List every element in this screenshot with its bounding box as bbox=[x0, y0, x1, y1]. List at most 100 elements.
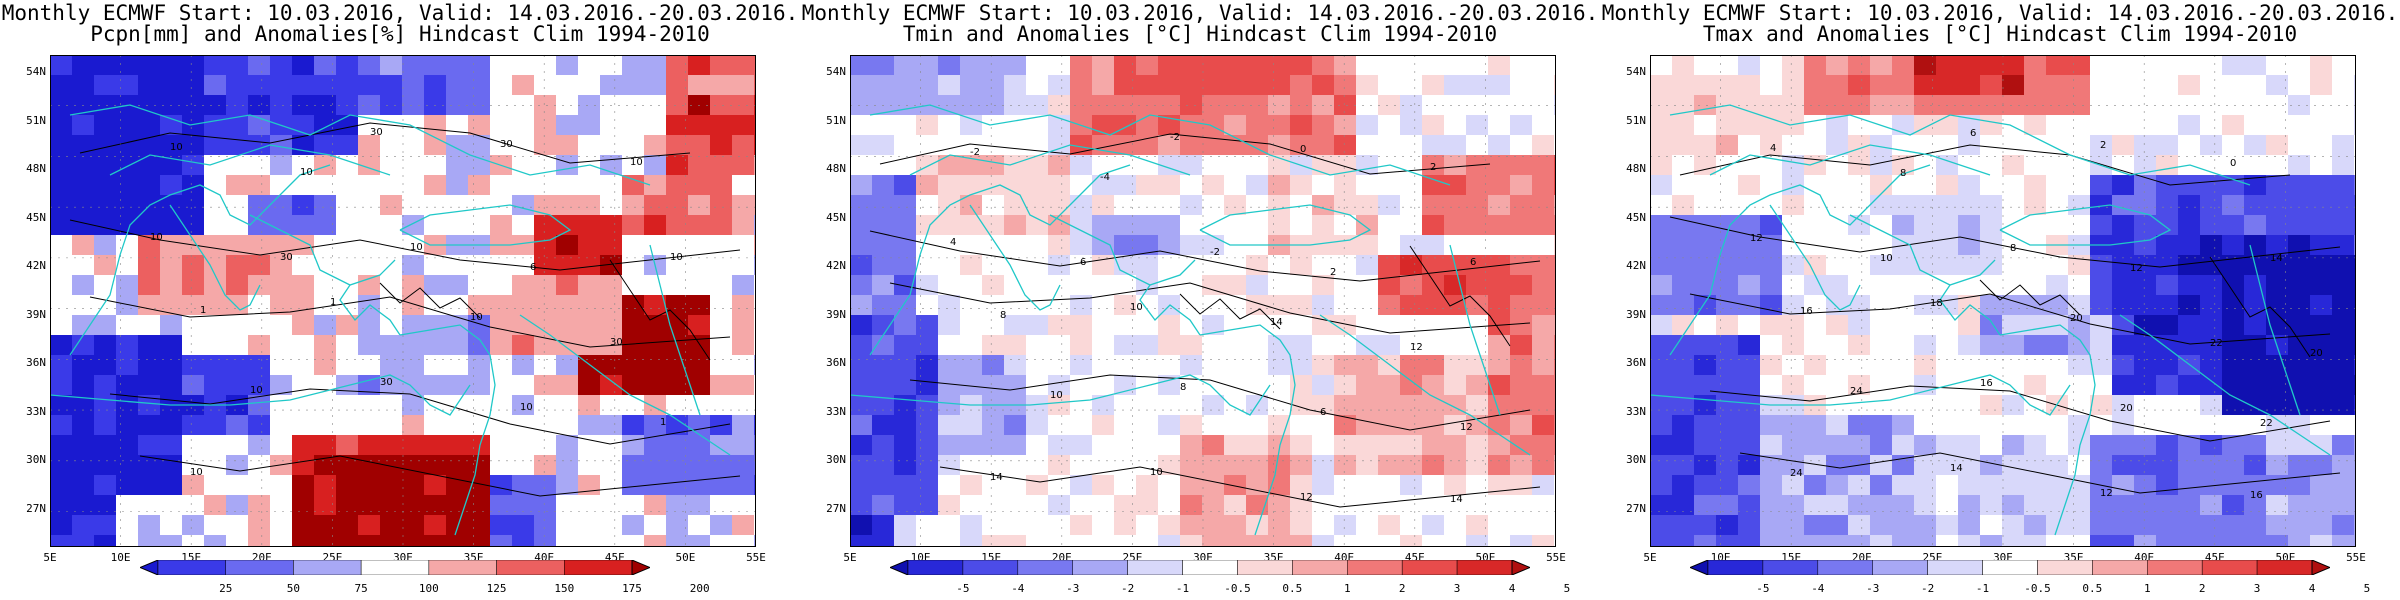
latitude-label: 30N bbox=[26, 453, 46, 466]
anomaly-cell bbox=[982, 435, 1005, 456]
anomaly-cell bbox=[850, 255, 873, 276]
anomaly-cell bbox=[446, 535, 469, 547]
anomaly-cell bbox=[2332, 255, 2355, 276]
anomaly-cell bbox=[1290, 535, 1313, 547]
anomaly-cell bbox=[2156, 375, 2179, 396]
anomaly-cell bbox=[490, 255, 513, 276]
anomaly-cell bbox=[1268, 135, 1291, 156]
contour-label: 30 bbox=[370, 127, 383, 138]
anomaly-cell bbox=[424, 255, 447, 276]
colorbar-swatch bbox=[1182, 559, 1238, 576]
anomaly-cell bbox=[292, 495, 315, 516]
coastline bbox=[909, 144, 1191, 176]
anomaly-cell bbox=[600, 415, 623, 436]
anomaly-cell bbox=[204, 275, 227, 296]
anomaly-cell bbox=[1782, 315, 1805, 336]
anomaly-cell bbox=[2068, 135, 2091, 156]
anomaly-cell bbox=[2046, 495, 2069, 516]
anomaly-cell bbox=[1870, 215, 1893, 236]
anomaly-cell bbox=[850, 415, 873, 436]
anomaly-cell bbox=[1026, 495, 1049, 516]
anomaly-cell bbox=[1378, 195, 1401, 216]
anomaly-cell bbox=[1958, 75, 1981, 96]
anomaly-cell bbox=[402, 275, 425, 296]
anomaly-cell bbox=[1180, 495, 1203, 516]
anomaly-cell bbox=[1914, 335, 1937, 356]
anomaly-cell bbox=[2200, 415, 2223, 436]
anomaly-cell bbox=[1694, 235, 1717, 256]
anomaly-cell bbox=[402, 435, 425, 456]
anomaly-cell bbox=[314, 395, 337, 416]
anomaly-cell bbox=[666, 395, 689, 416]
anomaly-cell bbox=[512, 375, 535, 396]
anomaly-cell bbox=[1892, 135, 1915, 156]
anomaly-cell bbox=[556, 195, 579, 216]
anomaly-cell bbox=[1334, 135, 1357, 156]
anomaly-cell bbox=[1378, 395, 1401, 416]
anomaly-cell bbox=[2046, 115, 2069, 136]
anomaly-cell bbox=[424, 295, 447, 316]
anomaly-cell bbox=[512, 255, 535, 276]
anomaly-cell bbox=[1488, 395, 1511, 416]
anomaly-cell bbox=[160, 235, 183, 256]
anomaly-cell bbox=[2178, 175, 2201, 196]
anomaly-cell bbox=[600, 175, 623, 196]
anomaly-cell bbox=[1378, 95, 1401, 116]
colorbar-swatch bbox=[1401, 559, 1458, 576]
anomaly-cell bbox=[1158, 415, 1181, 436]
anomaly-cell bbox=[1738, 215, 1761, 236]
anomaly-cell bbox=[2244, 295, 2267, 316]
anomaly-cell bbox=[292, 155, 315, 176]
anomaly-cell bbox=[2222, 215, 2245, 236]
contour-line bbox=[379, 282, 481, 319]
anomaly-cell bbox=[2156, 455, 2179, 476]
anomaly-cell bbox=[1958, 55, 1981, 76]
anomaly-cell bbox=[512, 415, 535, 436]
anomaly-cell bbox=[1268, 295, 1291, 316]
anomaly-cell bbox=[2068, 395, 2091, 416]
anomaly-cell bbox=[534, 515, 557, 536]
anomaly-cell bbox=[2112, 175, 2135, 196]
anomaly-cell bbox=[2024, 255, 2047, 276]
anomaly-cell bbox=[1892, 95, 1915, 116]
latitude-label: 36N bbox=[1626, 356, 1646, 369]
colorbar-label: 1 bbox=[1343, 582, 1351, 595]
anomaly-cell bbox=[894, 415, 917, 436]
anomaly-cell bbox=[1782, 75, 1805, 96]
anomaly-cell bbox=[688, 515, 711, 536]
anomaly-cell bbox=[1980, 495, 2003, 516]
anomaly-cell bbox=[1914, 235, 1937, 256]
coastline bbox=[1669, 104, 2251, 186]
anomaly-cell bbox=[1334, 355, 1357, 376]
anomaly-cell bbox=[938, 55, 961, 76]
anomaly-cell bbox=[1070, 335, 1093, 356]
anomaly-cell bbox=[622, 275, 645, 296]
anomaly-cell bbox=[226, 195, 249, 216]
anomaly-cell bbox=[872, 255, 895, 276]
anomaly-cell bbox=[666, 375, 689, 396]
anomaly-cell bbox=[534, 295, 557, 316]
anomaly-cell bbox=[468, 175, 491, 196]
contour-label: -2 bbox=[970, 147, 980, 158]
colorbar-label: 5 bbox=[1563, 582, 1571, 595]
anomaly-cell bbox=[1004, 55, 1027, 76]
anomaly-cell bbox=[1804, 275, 1827, 296]
anomaly-cell bbox=[2178, 255, 2201, 276]
anomaly-cell bbox=[116, 215, 139, 236]
anomaly-cell bbox=[1026, 235, 1049, 256]
anomaly-cell bbox=[270, 75, 293, 96]
anomaly-cell bbox=[1826, 535, 1849, 547]
anomaly-cell bbox=[1158, 475, 1181, 496]
anomaly-cell bbox=[424, 215, 447, 236]
anomaly-cell bbox=[578, 495, 601, 516]
anomaly-cell bbox=[2046, 535, 2069, 547]
anomaly-cell bbox=[1180, 335, 1203, 356]
anomaly-cell bbox=[534, 235, 557, 256]
anomaly-cell bbox=[1672, 135, 1695, 156]
anomaly-cell bbox=[1980, 515, 2003, 536]
anomaly-cell bbox=[1466, 295, 1489, 316]
anomaly-cell bbox=[982, 55, 1005, 76]
anomaly-cell bbox=[2134, 455, 2157, 476]
colorbar-label: 5 bbox=[2363, 582, 2371, 595]
anomaly-cell bbox=[2200, 75, 2223, 96]
